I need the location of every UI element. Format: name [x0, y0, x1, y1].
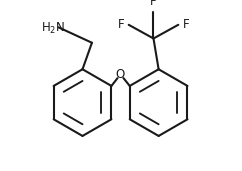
Text: F: F [150, 0, 157, 8]
Text: F: F [182, 18, 189, 31]
Text: H$_2$N: H$_2$N [41, 21, 66, 36]
Text: O: O [116, 68, 125, 81]
Text: F: F [118, 18, 124, 31]
